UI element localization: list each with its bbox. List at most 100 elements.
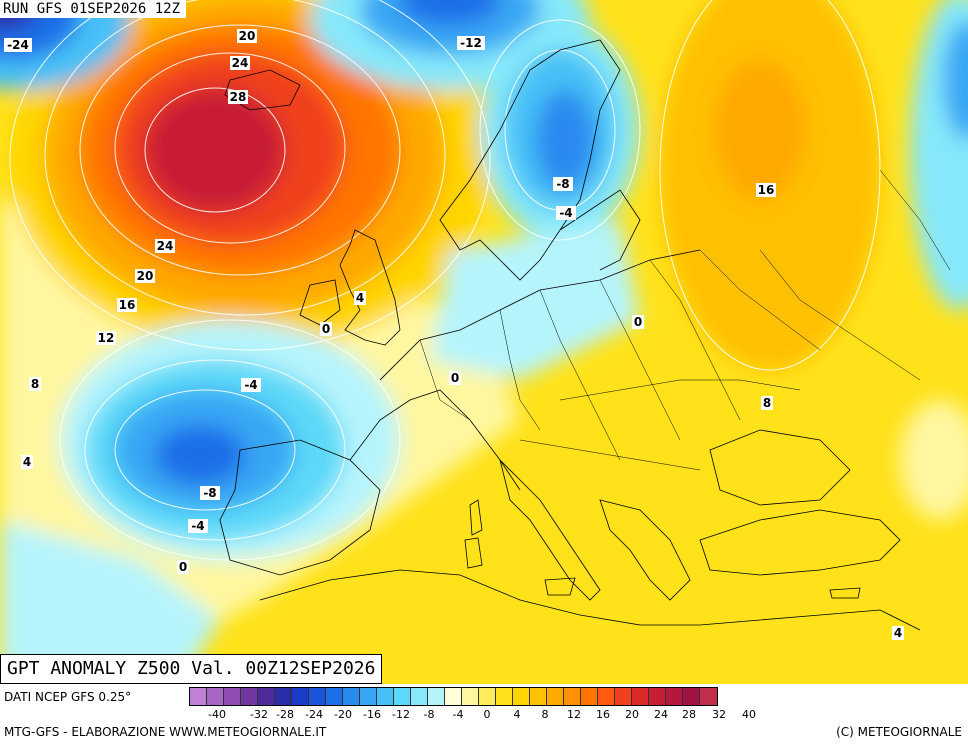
scale-swatch xyxy=(190,688,207,705)
scale-tick-label: -20 xyxy=(334,708,352,721)
scale-swatch xyxy=(581,688,598,705)
map-title: GPT ANOMALY Z500 Val. 00Z12SEP2026 xyxy=(0,654,383,684)
contour-label-bg xyxy=(200,486,220,500)
data-source: DATI NCEP GFS 0.25° xyxy=(4,690,132,704)
contour-label-bg xyxy=(449,371,461,385)
anomaly-map: -24 20 24 28 24 20 16 12 8 4 -12 -8 -4 16 4 0 0 0 -4 -8 -4 0 8… xyxy=(0,0,968,684)
contour-label: 20 xyxy=(137,269,154,283)
scale-tick-label: -40 xyxy=(208,708,226,721)
scale-tick-label: 4 xyxy=(513,708,521,721)
scale-swatch xyxy=(513,688,530,705)
scale-swatch xyxy=(343,688,360,705)
scale-swatch xyxy=(530,688,547,705)
scale-swatch xyxy=(394,688,411,705)
contour-label: 4 xyxy=(894,626,902,640)
scale-swatch xyxy=(445,688,462,705)
scale-tick-label: 8 xyxy=(541,708,549,721)
contour-label: 12 xyxy=(98,331,115,345)
contour-label-bg xyxy=(761,396,773,410)
scale-swatch xyxy=(411,688,428,705)
contour-label-bg xyxy=(96,331,116,345)
credit-left: MTG-GFS - ELABORAZIONE WWW.METEOGIORNALE… xyxy=(4,725,327,739)
scale-swatch xyxy=(598,688,615,705)
contour-label: 0 xyxy=(634,315,642,329)
scale-swatch xyxy=(564,688,581,705)
contour-label: 16 xyxy=(119,298,136,312)
contour-label-bg xyxy=(230,56,250,70)
color-scale-ticks: -40 -32 -28 -24 -20 -16 -12 -8 -4 0 4 8 12 16 20 24 28 32… xyxy=(189,708,968,722)
scale-tick-label: -12 xyxy=(392,708,410,721)
contour-label-bg xyxy=(177,560,189,574)
contour-label-bg xyxy=(228,90,248,104)
scale-tick-label: 16 xyxy=(596,708,610,721)
scale-tick-label: 28 xyxy=(682,708,696,721)
scale-swatch xyxy=(292,688,309,705)
scale-swatch xyxy=(241,688,258,705)
contour-label: 0 xyxy=(322,322,330,336)
contour-label-bg xyxy=(117,298,137,312)
contour-label: 24 xyxy=(232,56,249,70)
run-label: RUN GFS 01SEP2026 12Z xyxy=(0,0,187,18)
contour-label: 4 xyxy=(23,455,31,469)
contour-label-bg xyxy=(29,377,41,391)
scale-swatch xyxy=(700,688,717,705)
scale-swatch xyxy=(224,688,241,705)
scale-swatch xyxy=(547,688,564,705)
contour-label-bg xyxy=(135,269,155,283)
scale-tick-label: 20 xyxy=(625,708,639,721)
scale-tick-label: -32 xyxy=(250,708,268,721)
contour-label: 20 xyxy=(239,29,256,43)
scale-swatch xyxy=(207,688,224,705)
contour-label-bg xyxy=(457,36,485,50)
scale-swatch xyxy=(649,688,666,705)
scale-swatch xyxy=(666,688,683,705)
credit-right: (C) METEOGIORNALE xyxy=(836,725,962,739)
contour-lines xyxy=(9,0,881,561)
contour-label-bg xyxy=(756,183,776,197)
contour-label-bg xyxy=(155,239,175,253)
contour-label-bg xyxy=(553,177,573,191)
contour-label: -12 xyxy=(460,36,482,50)
contour-label: 8 xyxy=(31,377,39,391)
contour-label: 8 xyxy=(763,396,771,410)
contour-labels: -24 20 24 28 24 20 16 12 8 4 -12 -8 -4 16 4 0 0 0 -4 -8 -4 0 8… xyxy=(4,29,904,640)
scale-tick-label: 24 xyxy=(654,708,668,721)
contour-label-bg xyxy=(188,519,208,533)
contour-label-bg xyxy=(241,378,261,392)
footer: DATI NCEP GFS 0.25° -40 -32 -28 -24 -20 -16 -1… xyxy=(0,684,968,745)
contour-label: -4 xyxy=(244,378,257,392)
contour-label-bg xyxy=(4,38,32,52)
scale-swatch xyxy=(258,688,275,705)
coastlines xyxy=(219,39,921,631)
scale-swatch xyxy=(683,688,700,705)
scale-tick-label: 32 xyxy=(712,708,726,721)
contour-label: -24 xyxy=(7,38,29,52)
contour-label: 24 xyxy=(157,239,174,253)
scale-swatch xyxy=(275,688,292,705)
contour-label: 28 xyxy=(230,90,247,104)
scale-swatch xyxy=(326,688,343,705)
scale-swatch xyxy=(496,688,513,705)
contour-label: 0 xyxy=(451,371,459,385)
contour-label-bg xyxy=(21,455,33,469)
contour-label-bg xyxy=(632,315,644,329)
scale-swatch xyxy=(615,688,632,705)
contour-label-bg xyxy=(556,206,576,220)
scale-swatch xyxy=(309,688,326,705)
scale-tick-label: -16 xyxy=(363,708,381,721)
scale-tick-label: -28 xyxy=(276,708,294,721)
scale-tick-label: 40 xyxy=(742,708,756,721)
contour-label: -4 xyxy=(559,206,572,220)
contour-label-bg xyxy=(354,291,366,305)
contour-label-bg xyxy=(320,322,332,336)
scale-swatch xyxy=(428,688,445,705)
scale-swatch xyxy=(377,688,394,705)
contour-label: -8 xyxy=(556,177,569,191)
contour-label: 0 xyxy=(179,560,187,574)
contour-label: 4 xyxy=(356,291,364,305)
scale-swatch xyxy=(462,688,479,705)
contour-label: 16 xyxy=(758,183,775,197)
scale-swatch xyxy=(479,688,496,705)
scale-swatch xyxy=(360,688,377,705)
scale-tick-label: -8 xyxy=(423,708,435,721)
